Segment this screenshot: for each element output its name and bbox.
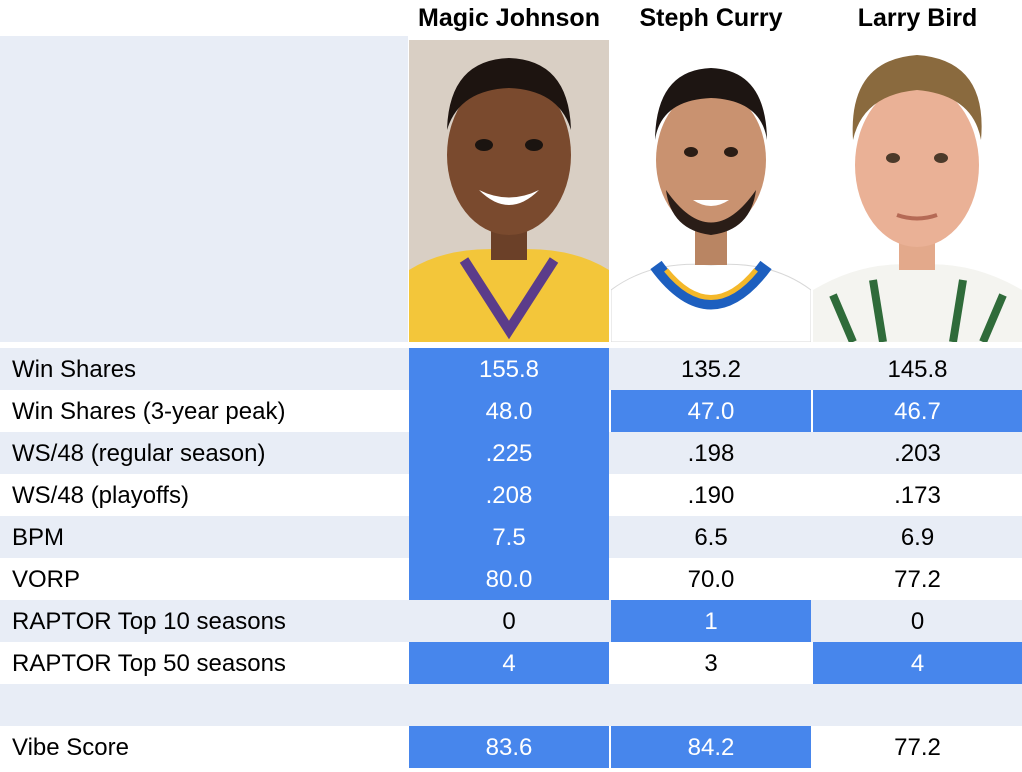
cell-larry-bird: .173 bbox=[894, 482, 941, 509]
photo-label-cell bbox=[0, 36, 408, 342]
cell-larry-bird: 6.9 bbox=[900, 524, 935, 551]
cell-magic-johnson: 7.5 bbox=[409, 516, 609, 558]
row-label: VORP bbox=[12, 566, 81, 593]
cell-larry-bird: 77.2 bbox=[894, 566, 941, 593]
stat-row-ws48-regular: WS/48 (regular season) .225 .198 .203 bbox=[0, 432, 1022, 474]
cell-magic-johnson: 80.0 bbox=[409, 558, 609, 600]
row-label: WS/48 (playoffs) bbox=[12, 482, 189, 509]
cell-magic-johnson: 155.8 bbox=[409, 348, 609, 390]
stat-row-win-shares: Win Shares 155.8 135.2 145.8 bbox=[0, 348, 1022, 390]
cell-magic-johnson: 83.6 bbox=[409, 726, 609, 768]
row-label: BPM bbox=[12, 524, 65, 551]
player-name-steph-curry: Steph Curry bbox=[639, 4, 783, 32]
stat-row-bpm: BPM 7.5 6.5 6.9 bbox=[0, 516, 1022, 558]
player-name-larry-bird: Larry Bird bbox=[857, 4, 978, 32]
magic-johnson-photo bbox=[409, 40, 609, 342]
cell-magic-johnson: .225 bbox=[409, 432, 609, 474]
spacer-row bbox=[0, 684, 1022, 726]
cell-larry-bird: 77.2 bbox=[894, 734, 941, 761]
cell-steph-curry: .198 bbox=[687, 440, 735, 467]
cell-larry-bird: 46.7 bbox=[813, 390, 1022, 432]
cell-steph-curry: 1 bbox=[611, 600, 811, 642]
cell-magic-johnson: 48.0 bbox=[409, 390, 609, 432]
player-name-magic-johnson: Magic Johnson bbox=[418, 4, 600, 32]
cell-larry-bird: 0 bbox=[910, 608, 925, 635]
cell-magic-johnson: .208 bbox=[409, 474, 609, 516]
cell-larry-bird: 4 bbox=[813, 642, 1022, 684]
header-row: Magic Johnson Steph Curry Larry Bird bbox=[0, 0, 1022, 36]
cell-steph-curry: .190 bbox=[687, 482, 735, 509]
cell-magic-johnson: 4 bbox=[409, 642, 609, 684]
row-label: RAPTOR Top 10 seasons bbox=[12, 608, 286, 635]
stat-row-raptor-top50: RAPTOR Top 50 seasons 4 3 4 bbox=[0, 642, 1022, 684]
steph-curry-photo bbox=[611, 40, 811, 342]
cell-steph-curry: 47.0 bbox=[611, 390, 811, 432]
cell-steph-curry: 135.2 bbox=[680, 356, 742, 383]
cell-larry-bird: .203 bbox=[894, 440, 941, 467]
stat-row-ws48-playoffs: WS/48 (playoffs) .208 .190 .173 bbox=[0, 474, 1022, 516]
row-label: RAPTOR Top 50 seasons bbox=[12, 650, 286, 677]
cell-steph-curry: 6.5 bbox=[694, 524, 728, 551]
cell-steph-curry: 70.0 bbox=[687, 566, 735, 593]
larry-bird-photo bbox=[813, 40, 1022, 342]
row-label: Win Shares bbox=[12, 356, 137, 383]
row-label: Win Shares (3-year peak) bbox=[12, 398, 286, 425]
stat-row-vorp: VORP 80.0 70.0 77.2 bbox=[0, 558, 1022, 600]
row-label: WS/48 (regular season) bbox=[12, 440, 266, 467]
stat-row-raptor-top10: RAPTOR Top 10 seasons 0 1 0 bbox=[0, 600, 1022, 642]
separator bbox=[0, 342, 1022, 348]
cell-steph-curry: 3 bbox=[704, 650, 718, 677]
cell-magic-johnson: 0 bbox=[502, 608, 516, 635]
cell-larry-bird: 145.8 bbox=[887, 356, 948, 383]
cell-steph-curry: 84.2 bbox=[611, 726, 811, 768]
stat-row-win-shares-peak: Win Shares (3-year peak) 48.0 47.0 46.7 bbox=[0, 390, 1022, 432]
row-label: Vibe Score bbox=[12, 734, 129, 761]
vibe-score-row: Vibe Score 83.6 84.2 77.2 bbox=[0, 726, 1022, 772]
